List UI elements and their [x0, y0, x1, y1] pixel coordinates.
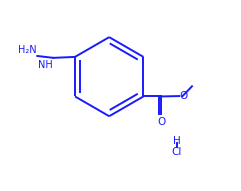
Text: O: O	[157, 117, 165, 127]
Text: H: H	[173, 136, 181, 146]
Text: Cl: Cl	[172, 147, 182, 157]
Text: NH: NH	[38, 60, 52, 70]
Text: O: O	[180, 91, 188, 101]
Text: H₂N: H₂N	[18, 45, 36, 55]
